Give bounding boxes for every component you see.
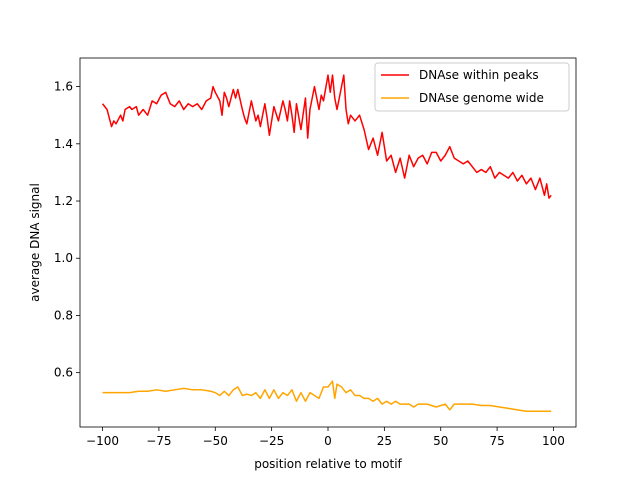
legend: DNAse within peaks DNAse genome wide [374, 62, 570, 112]
plot-area [80, 58, 576, 427]
series-line-genome-wide [102, 380, 552, 413]
y-tick-label: 1.0 [54, 251, 73, 265]
x-tick-label: 0 [324, 434, 332, 448]
series-line-within-peaks [101, 74, 552, 199]
y-axis: 0.6 0.8 1.0 1.2 1.4 1.6 [54, 80, 80, 380]
y-axis-label: average DNA signal [28, 183, 42, 302]
x-tick-label: −25 [259, 434, 284, 448]
y-tick-label: 0.8 [54, 308, 73, 322]
legend-box [374, 62, 570, 112]
y-tick-label: 0.6 [54, 366, 73, 380]
x-tick-label: 50 [433, 434, 448, 448]
x-tick-label: 25 [377, 434, 392, 448]
x-tick-label: −100 [86, 434, 119, 448]
legend-label-genome-wide: DNAse genome wide [419, 91, 544, 105]
y-tick-label: 1.2 [54, 194, 73, 208]
x-tick-label: −75 [146, 434, 171, 448]
x-tick-label: 75 [489, 434, 504, 448]
series-layer [101, 74, 552, 413]
x-axis-label: position relative to motif [254, 457, 402, 471]
x-tick-label: −50 [203, 434, 228, 448]
y-tick-label: 1.6 [54, 80, 73, 94]
legend-label-within-peaks: DNAse within peaks [419, 68, 539, 82]
x-tick-label: 100 [542, 434, 565, 448]
x-axis: −100 −75 −50 −25 0 25 50 75 100 [86, 427, 565, 448]
y-tick-label: 1.4 [54, 137, 73, 151]
